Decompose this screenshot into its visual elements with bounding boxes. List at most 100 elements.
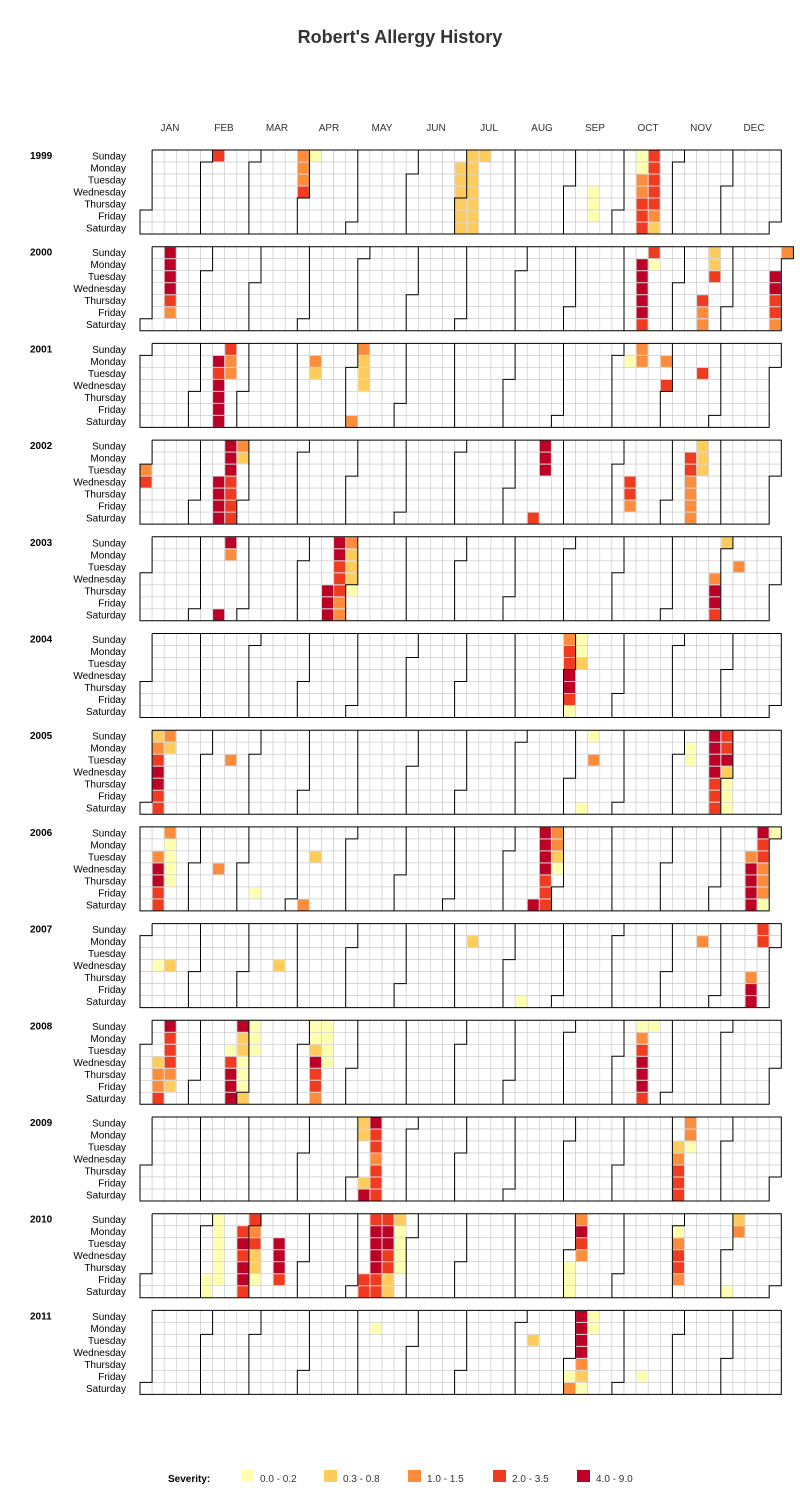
- day-cell: [526, 850, 540, 864]
- severity-cell: [636, 1068, 648, 1080]
- day-cell: [768, 1213, 782, 1226]
- day-cell: [611, 753, 625, 767]
- month-boundary: [611, 440, 625, 525]
- day-label: Sunday: [92, 828, 126, 839]
- day-cell: [478, 645, 492, 658]
- day-cell: [599, 185, 613, 199]
- day-cell: [551, 1128, 564, 1142]
- day-cell: [417, 343, 431, 356]
- day-cell: [466, 475, 480, 489]
- day-cell: [744, 318, 758, 332]
- severity-cell: [370, 1286, 382, 1298]
- day-cell: [720, 355, 734, 368]
- day-cell: [502, 1080, 516, 1093]
- day-cell: [696, 1044, 709, 1057]
- day-cell: [514, 439, 528, 453]
- day-cell: [454, 1237, 468, 1250]
- day-cell: [393, 343, 407, 356]
- day-cell: [321, 415, 334, 428]
- day-cell: [417, 995, 431, 1008]
- day-cell: [357, 729, 371, 743]
- day-cell: [466, 681, 480, 694]
- day-cell: [672, 1044, 685, 1057]
- day-cell: [454, 343, 468, 356]
- day-cell: [430, 1273, 443, 1286]
- severity-cell: [225, 464, 237, 476]
- day-cell: [756, 959, 770, 972]
- day-cell: [587, 149, 601, 163]
- day-cell: [647, 1128, 661, 1142]
- day-cell: [526, 608, 540, 622]
- day-cell: [514, 161, 528, 175]
- day-label: Friday: [98, 695, 126, 706]
- day-cell: [514, 657, 528, 670]
- month-boundary: [720, 730, 734, 815]
- day-label: Thursday: [84, 393, 126, 404]
- severity-cell: [745, 899, 757, 911]
- day-cell: [672, 355, 685, 368]
- day-cell: [768, 789, 782, 803]
- day-cell: [321, 439, 334, 453]
- day-cell: [744, 1128, 758, 1142]
- day-cell: [478, 1225, 492, 1238]
- day-cell: [442, 995, 455, 1008]
- day-cell: [151, 1140, 165, 1154]
- day-cell: [538, 318, 552, 332]
- day-cell: [260, 608, 274, 622]
- day-cell: [163, 1213, 177, 1226]
- day-cell: [684, 947, 697, 960]
- severity-cell: [636, 1032, 648, 1044]
- day-cell: [696, 657, 709, 670]
- day-cell: [405, 149, 419, 163]
- day-cell: [551, 874, 564, 888]
- severity-cell: [164, 283, 176, 295]
- day-cell: [684, 850, 697, 864]
- day-cell: [236, 1152, 250, 1166]
- day-cell: [635, 1249, 649, 1262]
- day-cell: [611, 801, 625, 815]
- day-cell: [720, 415, 734, 428]
- day-cell: [708, 415, 722, 428]
- day-cell: [587, 1213, 601, 1226]
- severity-cell: [164, 307, 176, 319]
- severity-cell: [697, 464, 709, 476]
- day-cell: [478, 741, 492, 755]
- day-cell: [236, 1116, 250, 1130]
- day-cell: [224, 1128, 238, 1142]
- day-cell: [623, 1140, 637, 1154]
- day-cell: [333, 1019, 347, 1033]
- day-cell: [260, 173, 274, 187]
- day-cell: [200, 1140, 213, 1154]
- day-cell: [659, 765, 673, 779]
- day-cell: [345, 1080, 359, 1093]
- day-cell: [430, 826, 443, 840]
- day-cell: [248, 209, 262, 223]
- day-cell: [563, 1188, 576, 1202]
- day-cell: [272, 536, 286, 550]
- day-cell: [623, 741, 637, 755]
- day-cell: [200, 729, 213, 743]
- severity-cell: [539, 440, 551, 452]
- day-cell: [502, 983, 516, 996]
- day-cell: [212, 439, 226, 453]
- day-cell: [744, 294, 758, 308]
- day-cell: [575, 451, 588, 465]
- day-cell: [659, 197, 673, 211]
- day-cell: [514, 318, 528, 332]
- day-cell: [526, 983, 540, 996]
- day-cell: [563, 391, 576, 404]
- day-cell: [200, 1152, 213, 1166]
- day-cell: [575, 415, 588, 428]
- severity-cell: [721, 754, 733, 766]
- day-cell: [260, 161, 274, 175]
- day-cell: [478, 197, 492, 211]
- day-cell: [236, 511, 250, 525]
- day-cell: [163, 1237, 177, 1250]
- severity-cell: [309, 150, 321, 162]
- day-cell: [163, 1188, 177, 1202]
- day-cell: [212, 1019, 226, 1033]
- day-cell: [526, 209, 540, 223]
- day-cell: [538, 753, 552, 767]
- day-cell: [321, 898, 334, 912]
- day-cell: [599, 451, 613, 465]
